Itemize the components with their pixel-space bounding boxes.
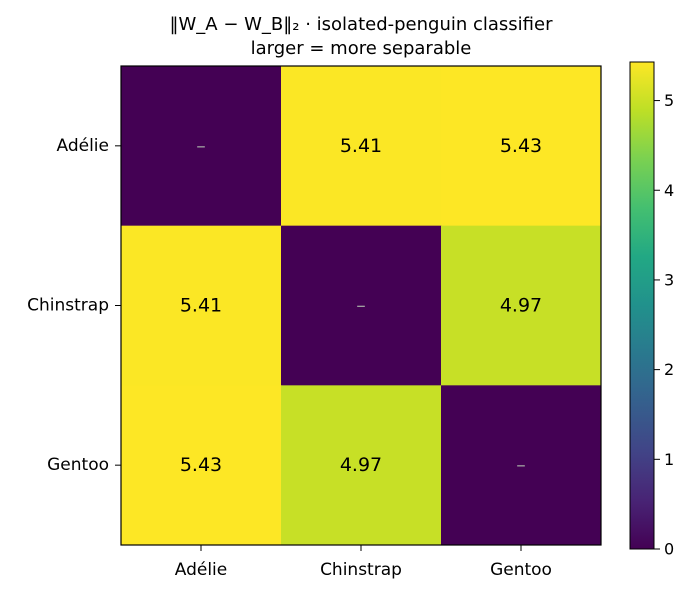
x-tick-label: Chinstrap <box>320 560 402 580</box>
heatmap-cell <box>281 385 442 546</box>
heatmap-cell <box>281 66 442 227</box>
colorbar <box>629 61 655 550</box>
cell-value-label: – <box>196 135 206 157</box>
cell-value-label: 5.41 <box>180 295 222 317</box>
heatmap-cell <box>441 225 602 386</box>
cell-value-label: 5.41 <box>340 135 382 157</box>
cell-value-label: 5.43 <box>500 135 542 157</box>
chart-subtitle: larger = more separable <box>251 38 472 59</box>
heatmap-cell <box>121 385 282 546</box>
colorbar-tick-label: 3 <box>664 270 674 289</box>
cell-value-label: – <box>356 295 366 317</box>
colorbar-tick-label: 1 <box>664 450 674 469</box>
colorbar-tick-label: 5 <box>664 91 674 110</box>
cell-value-label: 4.97 <box>340 454 382 476</box>
heatmap-cell <box>281 225 442 386</box>
chart-title: ‖W_A − W_B‖₂ · isolated-penguin classifi… <box>169 14 553 35</box>
x-tick-label: Gentoo <box>490 560 552 580</box>
y-tick-label: Adélie <box>57 136 110 156</box>
y-tick-label: Chinstrap <box>27 296 109 316</box>
heatmap-cell <box>121 66 282 227</box>
heatmap-cell <box>441 66 602 227</box>
heatmap-cell <box>121 225 282 386</box>
cell-value-label: 4.97 <box>500 295 542 317</box>
cell-value-label: – <box>516 454 526 476</box>
x-tick-label: Adélie <box>175 560 228 580</box>
heatmap-cell <box>441 385 602 546</box>
colorbar-tick-label: 0 <box>664 540 674 559</box>
colorbar-tick-label: 4 <box>664 181 674 200</box>
colorbar-tick-label: 2 <box>664 360 674 379</box>
cell-value-label: 5.43 <box>180 454 222 476</box>
y-tick-label: Gentoo <box>47 455 109 475</box>
